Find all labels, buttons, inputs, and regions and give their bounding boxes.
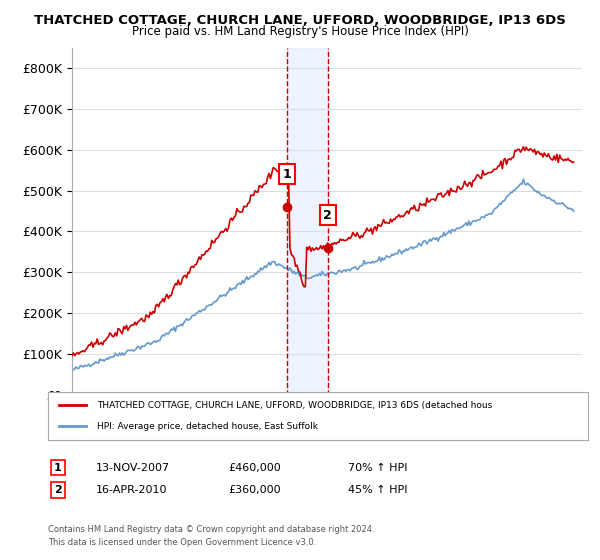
Text: 1: 1 xyxy=(54,463,62,473)
Text: Contains HM Land Registry data © Crown copyright and database right 2024.: Contains HM Land Registry data © Crown c… xyxy=(48,525,374,534)
Text: HPI: Average price, detached house, East Suffolk: HPI: Average price, detached house, East… xyxy=(97,422,317,431)
Text: 13-NOV-2007: 13-NOV-2007 xyxy=(96,463,170,473)
Text: Price paid vs. HM Land Registry's House Price Index (HPI): Price paid vs. HM Land Registry's House … xyxy=(131,25,469,38)
Text: THATCHED COTTAGE, CHURCH LANE, UFFORD, WOODBRIDGE, IP13 6DS (detached hous: THATCHED COTTAGE, CHURCH LANE, UFFORD, W… xyxy=(97,401,492,410)
Text: 16-APR-2010: 16-APR-2010 xyxy=(96,485,167,495)
Text: 1: 1 xyxy=(283,168,292,181)
Text: 70% ↑ HPI: 70% ↑ HPI xyxy=(348,463,407,473)
Text: 2: 2 xyxy=(54,485,62,495)
Text: £360,000: £360,000 xyxy=(228,485,281,495)
Bar xyxy=(287,48,328,395)
Text: This data is licensed under the Open Government Licence v3.0.: This data is licensed under the Open Gov… xyxy=(48,538,316,547)
Text: 45% ↑ HPI: 45% ↑ HPI xyxy=(348,485,407,495)
Text: £460,000: £460,000 xyxy=(228,463,281,473)
Text: 2: 2 xyxy=(323,208,332,222)
Text: THATCHED COTTAGE, CHURCH LANE, UFFORD, WOODBRIDGE, IP13 6DS: THATCHED COTTAGE, CHURCH LANE, UFFORD, W… xyxy=(34,14,566,27)
